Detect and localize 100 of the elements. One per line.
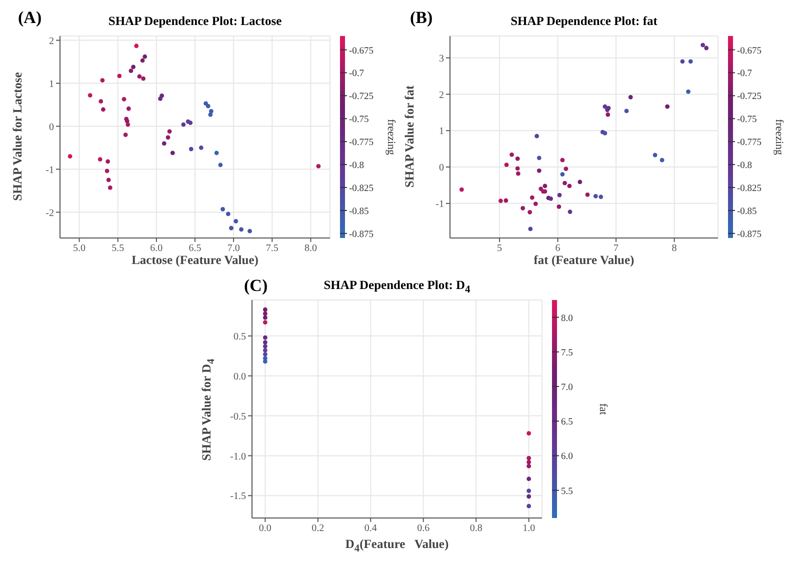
color-bar-label: -0.75 (349, 115, 370, 126)
point (181, 122, 186, 127)
point (533, 202, 538, 206)
point (548, 196, 553, 201)
point (104, 168, 110, 174)
x-tick-label: 7.0 (227, 243, 240, 254)
point (198, 146, 204, 150)
point (536, 156, 542, 160)
color-bar-label: -0.775 (349, 138, 374, 148)
point (688, 59, 693, 64)
x-tick-label: 0.2 (312, 523, 324, 534)
point (262, 352, 268, 356)
color-bar-label: 6.5 (561, 418, 574, 428)
x-tick-label: 0.4 (364, 523, 377, 534)
x-tick-label: 0.8 (470, 523, 482, 534)
color-bar-label: -0.8 (737, 161, 752, 172)
point (602, 130, 608, 136)
x-tick-label: 5.0 (73, 243, 86, 254)
point (526, 504, 532, 508)
point (126, 106, 131, 111)
point (520, 206, 526, 210)
point (526, 456, 532, 460)
x-axis-title: Lactose (Feature Value) (130, 253, 260, 268)
point (557, 192, 562, 198)
y-tick-label: -0.5 (230, 411, 246, 422)
x-tick-label: 8 (672, 243, 677, 254)
point (140, 58, 145, 63)
point (126, 122, 130, 127)
chart-title: SHAP Dependence Plot: D$_{4}$ (324, 278, 470, 296)
point (117, 74, 122, 78)
point (459, 187, 464, 192)
point (510, 152, 514, 157)
color-bar-label: -0.725 (737, 92, 762, 102)
point (162, 141, 166, 146)
text: (B) (410, 8, 433, 28)
color-bar-label: -0.775 (737, 138, 762, 148)
point (229, 226, 234, 230)
y-tick-label: 3 (439, 53, 444, 64)
point (137, 74, 142, 79)
color-bar-label: -0.7 (737, 69, 752, 80)
x-tick-label: 0.6 (417, 523, 430, 534)
x-tick-label: 0.0 (258, 523, 272, 534)
y-tick-label: 0 (49, 122, 54, 133)
point (262, 359, 268, 364)
point (248, 228, 252, 234)
point (568, 210, 572, 214)
y-tick-label: 0.0 (234, 371, 246, 382)
point (209, 109, 214, 114)
point (526, 464, 532, 468)
point (214, 150, 219, 156)
point (262, 348, 268, 353)
point (652, 152, 658, 158)
point (262, 340, 268, 345)
x-tick-label: 1.0 (522, 523, 536, 534)
point (556, 204, 562, 209)
x-tick-label: 7.5 (266, 243, 278, 254)
text: (A) (18, 8, 42, 28)
point (106, 178, 111, 182)
point (128, 68, 134, 74)
point (665, 104, 670, 109)
point (498, 198, 503, 204)
point (100, 78, 105, 82)
point (141, 76, 146, 81)
color-bar-label: 8.0 (561, 314, 574, 324)
color-bar-label: -0.7 (349, 69, 364, 80)
point (68, 154, 72, 159)
y-tick-label: -1 (46, 164, 54, 176)
point (628, 94, 633, 100)
color-bar-label: -0.8 (349, 161, 364, 172)
y-tick-label: -2 (46, 208, 54, 219)
point (515, 166, 520, 171)
point (560, 172, 565, 177)
point (262, 311, 268, 316)
point (593, 194, 598, 198)
color-bar-label: -0.725 (349, 92, 374, 102)
x-tick-label: 5.5 (112, 243, 124, 254)
y-axis-title: SHAP Value for Lactose (10, 71, 26, 203)
point (122, 96, 126, 102)
point (567, 184, 572, 188)
point (88, 93, 92, 98)
point (528, 226, 533, 232)
x-axis-title: fat (Feature Value) (532, 253, 636, 268)
point (98, 157, 102, 162)
point (528, 210, 532, 214)
point (123, 132, 128, 138)
y-tick-label: 2 (439, 90, 444, 101)
point (526, 488, 532, 494)
point (530, 195, 534, 200)
point (534, 134, 540, 138)
x-tick-label: 8.0 (304, 243, 317, 254)
point (564, 166, 568, 172)
point (239, 227, 244, 232)
color-bar-label: 7.5 (561, 348, 574, 358)
x-tick-label: 7 (614, 243, 619, 254)
point (142, 54, 148, 59)
color-bar-label: -0.85 (349, 206, 370, 217)
y-tick-label: -1.5 (230, 491, 246, 502)
point (504, 198, 508, 203)
x-tick-label: 5 (497, 243, 502, 254)
point (262, 320, 268, 325)
